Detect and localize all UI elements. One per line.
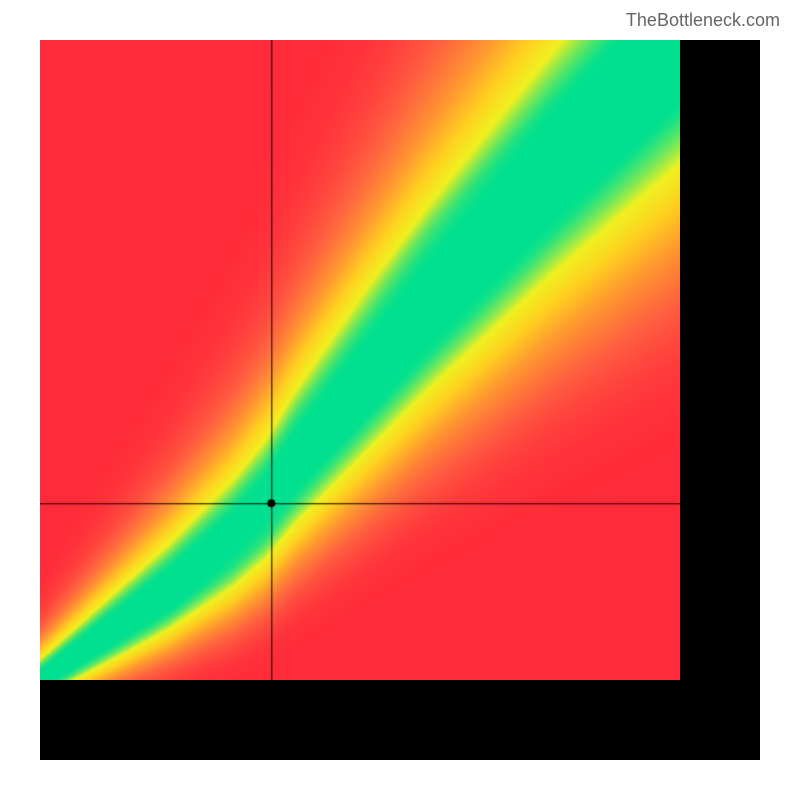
- bottleneck-heatmap: [40, 40, 680, 680]
- watermark-text: TheBottleneck.com: [626, 10, 780, 31]
